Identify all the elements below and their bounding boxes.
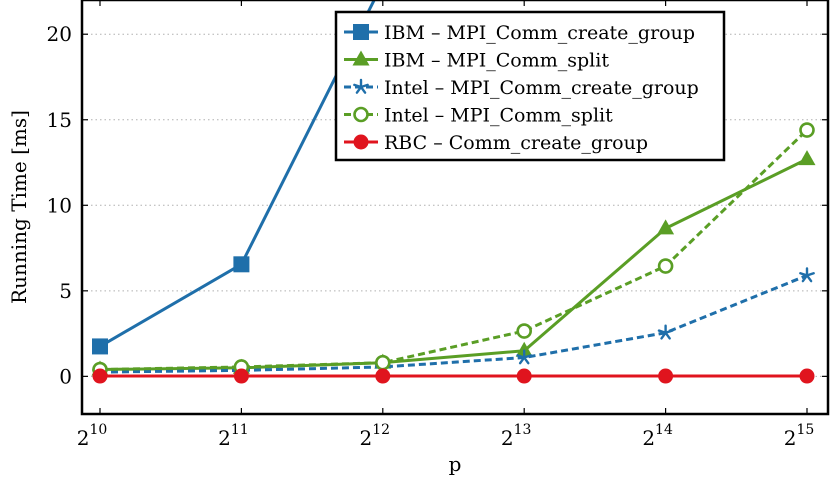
legend-box [334, 10, 726, 162]
data-point [374, 354, 391, 371]
legend-item: Intel – MPI_Comm_split [344, 105, 613, 127]
legend-item: IBM – MPI_Comm_split [344, 50, 609, 72]
legend-label: IBM – MPI_Comm_create_group [384, 22, 695, 44]
data-point [92, 338, 108, 355]
series-line [99, 128, 809, 372]
legend-marker [353, 78, 369, 94]
y-tick-label: 5 [59, 279, 72, 303]
legend-marker [353, 106, 369, 123]
data-point [658, 368, 674, 384]
series-4 [92, 368, 815, 384]
data-point [233, 368, 249, 384]
legend-label: Intel – MPI_Comm_create_group [384, 77, 699, 99]
series-line [99, 157, 808, 372]
legend-item: RBC – Comm_create_group [344, 132, 648, 154]
data-point [657, 258, 674, 274]
y-axis-label: Running Time [ms] [7, 110, 31, 304]
series-line [99, 274, 808, 374]
legend-label: IBM – MPI_Comm_split [384, 50, 609, 72]
legend-item: Intel – MPI_Comm_create_group [344, 77, 699, 99]
x-tick-label: 213 [501, 422, 532, 450]
data-point [799, 122, 815, 138]
series-3 [92, 122, 815, 378]
data-point [375, 368, 391, 384]
data-point [799, 267, 815, 283]
y-tick-label: 20 [47, 22, 72, 46]
data-point [799, 368, 815, 384]
y-axis-ticks: 0 5 10 15 20 [47, 22, 828, 388]
x-tick-label: 210 [77, 422, 108, 450]
x-tick-label: 215 [784, 422, 815, 450]
data-point [657, 324, 674, 340]
plot-frame [80, 0, 830, 416]
y-tick-label: 10 [47, 193, 72, 217]
data-point [92, 368, 108, 384]
series-2 [92, 267, 815, 379]
legend-marker [353, 134, 369, 150]
legend-item: IBM – MPI_Comm_create_group [344, 22, 695, 44]
data-point [657, 219, 675, 235]
y-tick-label: 0 [59, 364, 72, 388]
legend-marker [353, 24, 369, 40]
data-point [515, 341, 533, 357]
data-point [516, 368, 532, 384]
x-tick-label: 212 [360, 422, 391, 450]
series-1 [91, 150, 816, 376]
x-tick-label: 214 [642, 422, 673, 450]
legend-label: Intel – MPI_Comm_split [384, 105, 613, 127]
data-point [233, 256, 250, 273]
legend-label: RBC – Comm_create_group [384, 132, 648, 154]
data-point [516, 349, 533, 365]
y-tick-label: 15 [47, 108, 72, 132]
x-tick-label: 211 [218, 422, 249, 450]
data-point [798, 150, 816, 166]
legend: IBM – MPI_Comm_create_group IBM – MPI_Com… [334, 10, 726, 162]
plot-series [91, 0, 816, 384]
x-axis-label: p [449, 452, 462, 476]
legend-marker [352, 50, 370, 66]
data-point [516, 323, 533, 339]
